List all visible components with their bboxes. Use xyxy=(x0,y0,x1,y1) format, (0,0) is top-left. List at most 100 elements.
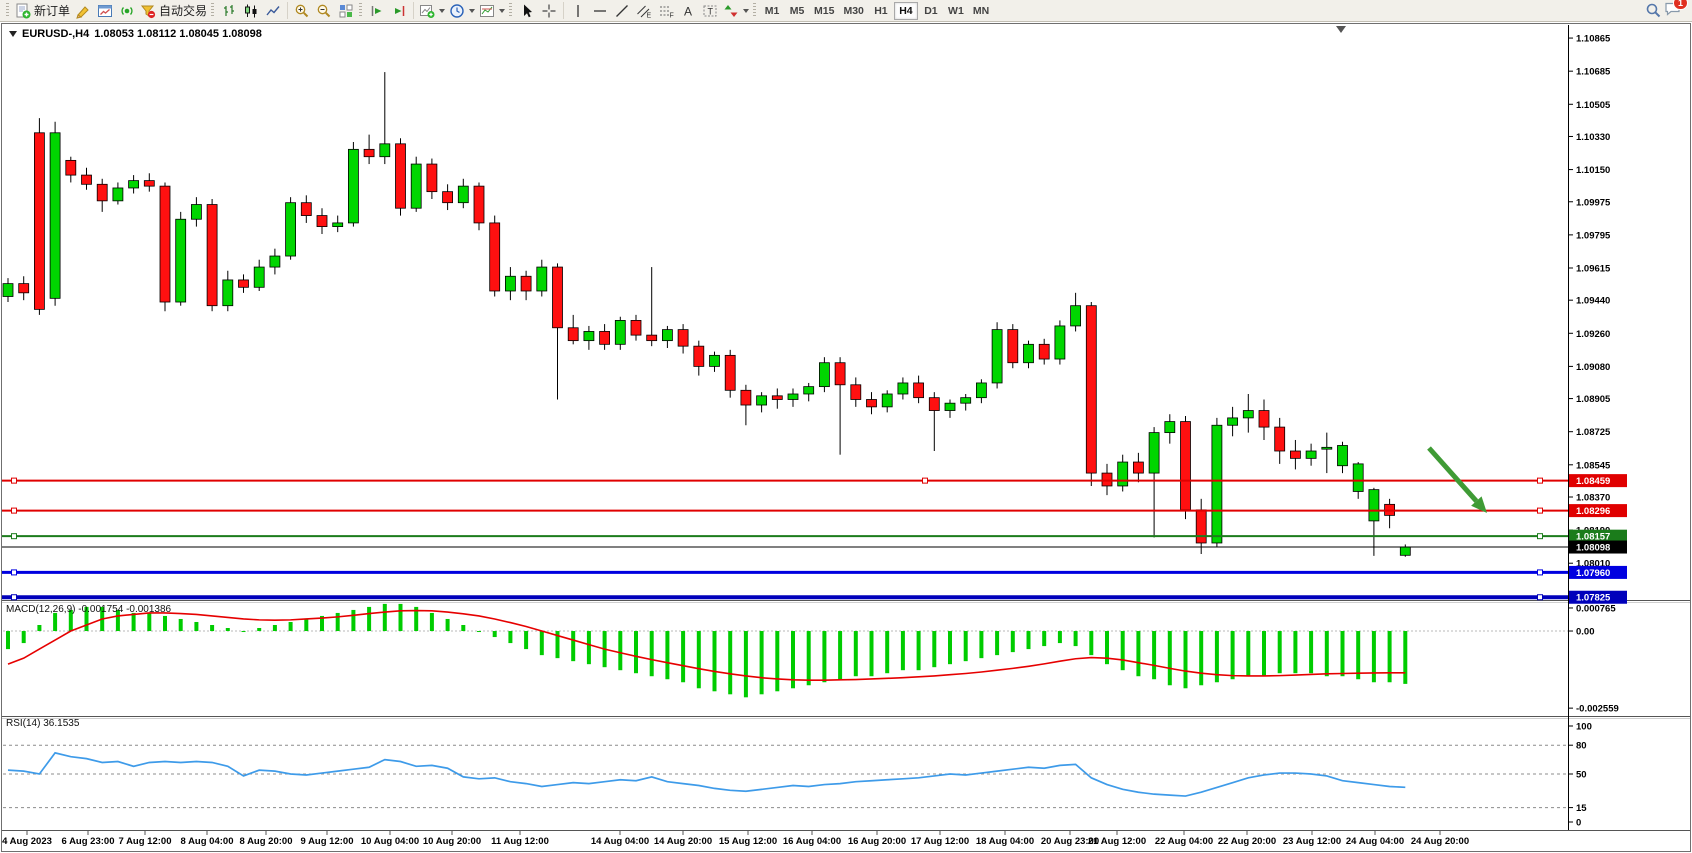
candlestick-chart-button[interactable] xyxy=(240,1,262,21)
timeframe-m15[interactable]: M15 xyxy=(810,2,838,20)
timeframe-bar: M1 M5 M15 M30 H1 H4 D1 W1 MN xyxy=(760,1,993,20)
auto-scroll-icon xyxy=(371,5,382,16)
auto-trading-button[interactable]: 自动交易 xyxy=(138,1,209,21)
svg-text:6 Aug 23:00: 6 Aug 23:00 xyxy=(62,836,115,847)
horizontal-line-icon xyxy=(594,9,607,12)
tile-windows-button[interactable] xyxy=(335,1,357,21)
vertical-line-icon xyxy=(577,4,579,17)
toolbar-grip[interactable] xyxy=(753,3,757,18)
svg-text:10 Aug 20:00: 10 Aug 20:00 xyxy=(423,836,481,847)
timeframe-m30[interactable]: M30 xyxy=(839,2,867,20)
macd-axis: 0.000765 0.00 -0.002559 xyxy=(1568,603,1619,715)
svg-text:15 Aug 12:00: 15 Aug 12:00 xyxy=(719,836,777,847)
signals-button[interactable] xyxy=(116,1,138,21)
auto-scroll-button[interactable] xyxy=(366,1,388,21)
svg-text:1.08098: 1.08098 xyxy=(1576,543,1610,554)
svg-text:1.10505: 1.10505 xyxy=(1576,100,1611,111)
toolbar-grip[interactable] xyxy=(359,3,363,18)
svg-text:18 Aug 04:00: 18 Aug 04:00 xyxy=(976,836,1034,847)
svg-text:A: A xyxy=(684,4,692,18)
svg-text:T: T xyxy=(708,6,714,16)
vertical-line-button[interactable] xyxy=(567,1,589,21)
timeframe-m5[interactable]: M5 xyxy=(785,2,809,20)
timeframe-mn[interactable]: MN xyxy=(969,2,993,20)
periods-button[interactable] xyxy=(447,1,477,21)
clock-icon xyxy=(450,3,464,18)
svg-text:1.09795: 1.09795 xyxy=(1576,230,1611,241)
fibonacci-icon: F xyxy=(660,6,674,19)
publish-chart-button[interactable] xyxy=(94,1,116,21)
svg-text:1.08459: 1.08459 xyxy=(1576,476,1610,487)
dropdown-arrow-icon xyxy=(743,8,750,13)
template-icon xyxy=(480,4,495,17)
bar-chart-icon xyxy=(224,4,235,16)
svg-text:9 Aug 12:00: 9 Aug 12:00 xyxy=(301,836,354,847)
chart-title: EURUSD-,H4 1.08053 1.08112 1.08045 1.080… xyxy=(9,28,262,40)
chart-window-icon xyxy=(98,4,113,17)
svg-text:1.08010: 1.08010 xyxy=(1576,559,1610,570)
svg-text:14 Aug 20:00: 14 Aug 20:00 xyxy=(654,836,712,847)
search-button[interactable] xyxy=(1642,1,1664,21)
trendline-icon xyxy=(616,4,628,17)
crosshair-style-button[interactable] xyxy=(72,1,94,21)
timeframe-h4[interactable]: H4 xyxy=(893,1,918,20)
svg-text:1.09260: 1.09260 xyxy=(1576,329,1610,340)
collapse-triangle-icon[interactable] xyxy=(9,31,17,37)
timeframe-d1[interactable]: D1 xyxy=(919,2,943,20)
chart-shift-button[interactable] xyxy=(388,1,410,21)
text-label-button[interactable]: T xyxy=(699,1,721,21)
toolbar-grip[interactable] xyxy=(509,3,513,18)
svg-text:1.10685: 1.10685 xyxy=(1576,67,1611,78)
bar-chart-button[interactable] xyxy=(218,1,240,21)
tile-windows-icon xyxy=(339,4,353,17)
svg-text:F: F xyxy=(670,12,674,19)
svg-text:1.09975: 1.09975 xyxy=(1576,197,1611,208)
fibonacci-button[interactable]: F xyxy=(655,1,677,21)
cursor-button[interactable] xyxy=(516,1,538,21)
line-chart-button[interactable] xyxy=(262,1,284,21)
zoom-in-button[interactable] xyxy=(291,1,313,21)
text-label-icon: T xyxy=(703,5,717,16)
new-order-button[interactable]: 新订单 xyxy=(13,1,72,21)
svg-text:17 Aug 12:00: 17 Aug 12:00 xyxy=(911,836,969,847)
arrows-button[interactable] xyxy=(721,1,751,21)
equidistant-channel-button[interactable]: E xyxy=(633,1,655,21)
toolbar-grip[interactable] xyxy=(6,3,9,18)
text-button[interactable]: A xyxy=(677,1,699,21)
svg-text:0.000765: 0.000765 xyxy=(1576,603,1616,614)
notifications-button[interactable]: 1 xyxy=(1664,0,1688,21)
toolbar-grip[interactable] xyxy=(211,3,215,18)
trendline-button[interactable] xyxy=(611,1,633,21)
time-axis: 4 Aug 2023 6 Aug 23:00 7 Aug 12:00 8 Aug 04… xyxy=(2,831,1469,847)
crosshair-icon xyxy=(542,4,556,17)
timeframe-w1[interactable]: W1 xyxy=(944,2,968,20)
macd-label: MACD(12,26,9) -0.001754 -0.001386 xyxy=(6,604,172,615)
crayon-icon xyxy=(76,5,89,19)
toolbar: 新订单 自动交易 xyxy=(0,0,1692,22)
timeframe-h1[interactable]: H1 xyxy=(869,2,893,20)
svg-text:24 Aug 04:00: 24 Aug 04:00 xyxy=(1346,836,1404,847)
dropdown-arrow-icon xyxy=(439,8,446,13)
templates-button[interactable] xyxy=(477,1,507,21)
svg-text:1.10330: 1.10330 xyxy=(1576,132,1610,143)
candlestick-series xyxy=(2,72,1411,557)
auto-trading-icon xyxy=(140,5,156,18)
zoom-out-button[interactable] xyxy=(313,1,335,21)
svg-text:16 Aug 04:00: 16 Aug 04:00 xyxy=(783,836,841,847)
svg-text:1.09615: 1.09615 xyxy=(1576,263,1611,274)
svg-text:1.08725: 1.08725 xyxy=(1576,427,1611,438)
new-order-label: 新订单 xyxy=(34,4,71,18)
svg-text:8 Aug 04:00: 8 Aug 04:00 xyxy=(181,836,234,847)
svg-text:23 Aug 12:00: 23 Aug 12:00 xyxy=(1283,836,1341,847)
new-order-icon xyxy=(16,3,31,18)
svg-text:22 Aug 20:00: 22 Aug 20:00 xyxy=(1218,836,1276,847)
indicators-button[interactable] xyxy=(417,1,447,21)
svg-text:11 Aug 12:00: 11 Aug 12:00 xyxy=(491,836,549,847)
crosshair-button[interactable] xyxy=(538,1,560,21)
svg-text:15: 15 xyxy=(1576,803,1587,814)
horizontal-line-button[interactable] xyxy=(589,1,611,21)
timeframe-m1[interactable]: M1 xyxy=(760,2,784,20)
svg-text:16 Aug 20:00: 16 Aug 20:00 xyxy=(848,836,906,847)
